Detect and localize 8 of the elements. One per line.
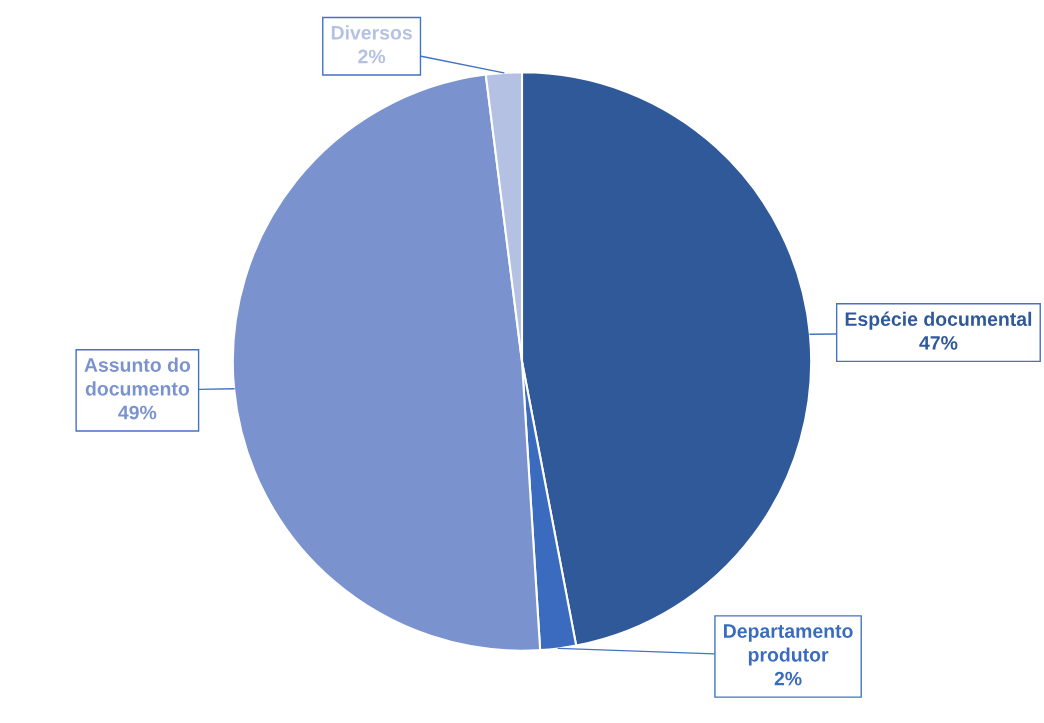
slice-label: Departamento produtor [724,624,853,666]
data-label: 2% [774,671,802,686]
slice-label: Espécie documental [845,311,1032,330]
data-label: 2% [358,49,386,64]
data-label: 49% [118,405,157,420]
slice-label: Assunto do documento [84,357,191,396]
slice-label: Diversos [331,25,412,40]
data-label: 47% [919,336,958,350]
